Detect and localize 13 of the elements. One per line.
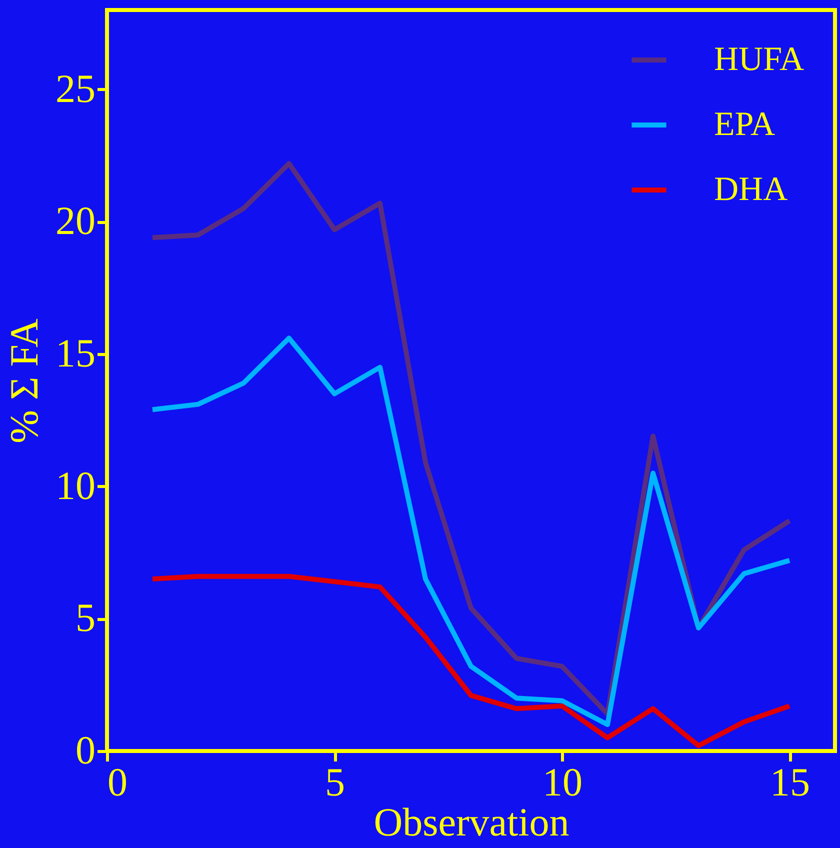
x-tick-label: 5 (325, 760, 345, 804)
y-tick-label: 15 (56, 330, 96, 376)
y-tick-label: 20 (56, 198, 96, 244)
legend-label: HUFA (714, 41, 804, 78)
legend-label: EPA (714, 106, 776, 143)
legend-label: DHA (714, 171, 788, 208)
x-tick-label: 0 (108, 760, 128, 804)
y-tick-label: 25 (56, 66, 96, 111)
y-tick-label: 10 (56, 462, 96, 508)
y-tick-label: 0 (76, 728, 96, 772)
y-tick-label: 5 (76, 595, 96, 640)
x-tick-label: 15 (770, 760, 810, 804)
y-axis-title: % Σ FA (2, 318, 46, 444)
